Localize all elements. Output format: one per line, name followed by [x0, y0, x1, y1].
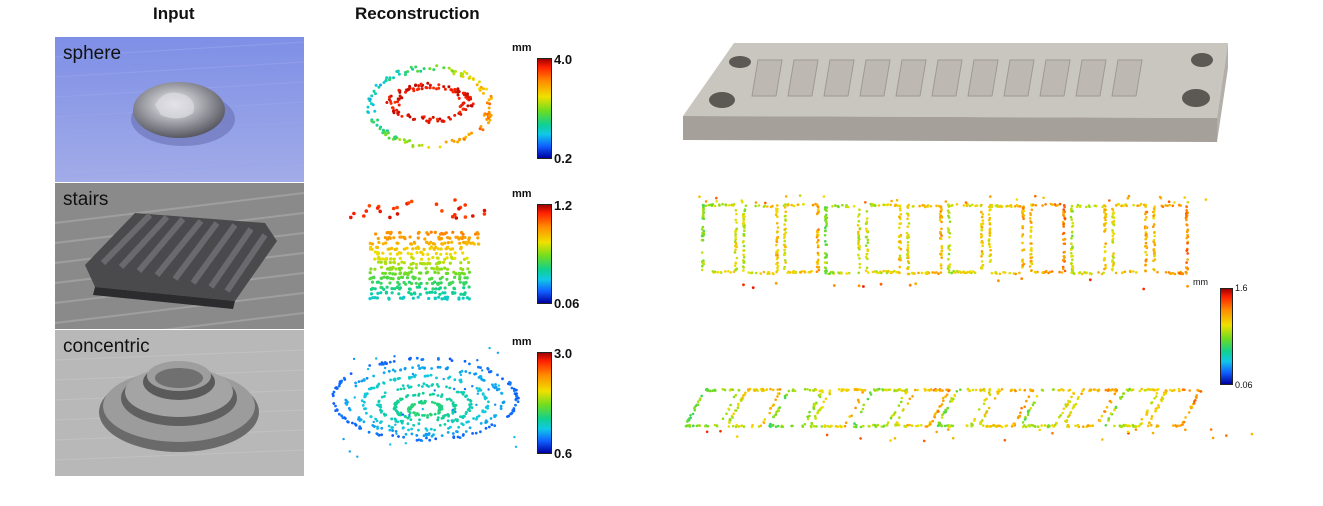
part-colorbar-max: 1.6	[1235, 283, 1248, 293]
stairs-part-reconstruction-top	[698, 194, 1208, 291]
sphere-colorbar-unit: mm	[512, 42, 532, 54]
sphere-colorbar-min: 0.2	[554, 151, 573, 166]
concentric-reconstruction-point-cloud	[331, 346, 520, 458]
sphere-colorbar-max: 4.0	[554, 52, 573, 67]
stairs-label: stairs	[63, 189, 109, 210]
stairs-colorbar-unit: mm	[512, 188, 532, 200]
sphere-photo: sphere	[55, 37, 304, 182]
concentric-colorbar-min: 0.6	[554, 446, 573, 461]
stairs-colorbar-gradient	[537, 204, 552, 304]
stairs-colorbar-max: 1.2	[554, 198, 573, 213]
part-colorbar-unit: mm	[1193, 277, 1208, 287]
part-3d-render	[683, 43, 1228, 142]
concentric-colorbar-max: 3.0	[554, 346, 573, 361]
stairs-photo: stairs	[55, 183, 304, 329]
concentric-colorbar-unit: mm	[512, 336, 532, 348]
sphere-label: sphere	[63, 43, 122, 64]
reconstruction-column-header: Reconstruction	[355, 4, 480, 23]
concentric-photo: concentric	[55, 330, 304, 476]
input-column-header: Input	[153, 4, 195, 23]
sphere-reconstruction-point-cloud	[366, 64, 493, 149]
stairs-colorbar-min: 0.06	[554, 296, 580, 311]
sphere-colorbar-gradient	[537, 58, 552, 159]
concentric-colorbar-gradient	[537, 352, 552, 454]
part-colorbar-gradient	[1220, 288, 1233, 385]
concentric-label: concentric	[63, 336, 150, 357]
stairs-part-reconstruction-bottom	[684, 387, 1254, 443]
stairs-reconstruction-point-cloud	[349, 198, 487, 301]
part-colorbar-min: 0.06	[1235, 380, 1253, 390]
